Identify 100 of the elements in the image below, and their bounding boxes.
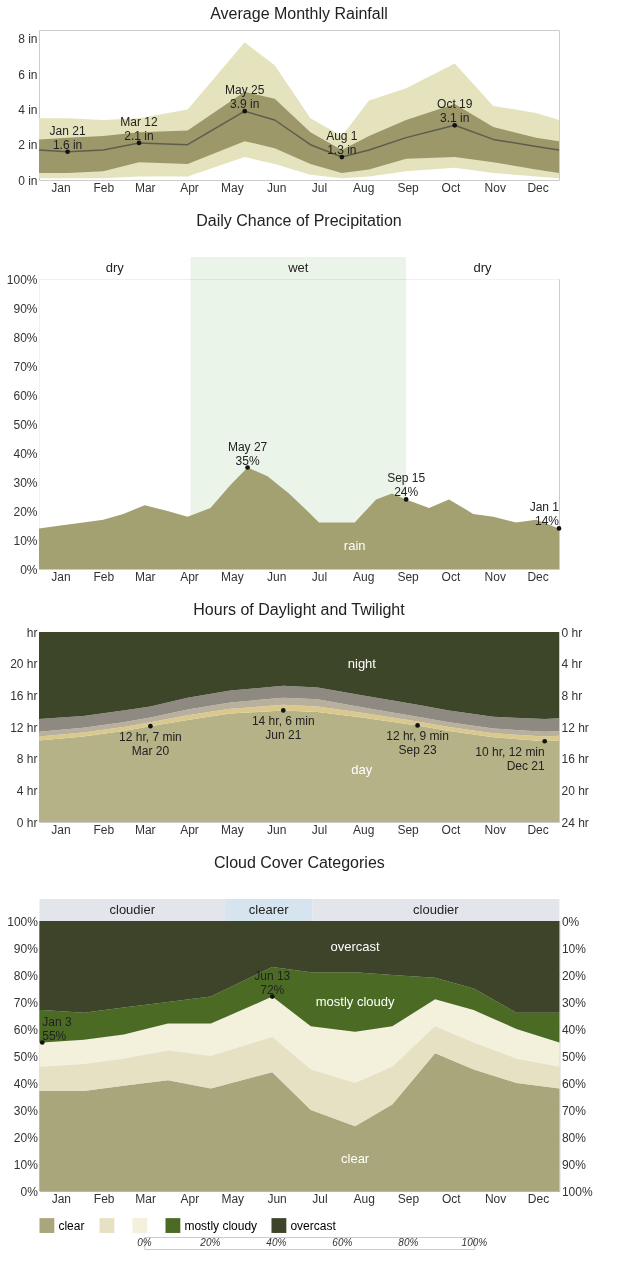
annotation: May 25 3.9 in [225,83,265,112]
band-label: dry [473,260,493,275]
legend-label: mostly cloudy [184,1218,258,1233]
x-tick-label: Nov [484,569,506,584]
x-tick-label: Aug [353,822,375,837]
chart-title: Hours of Daylight and Twilight [193,601,406,618]
annotation: Oct 19 3.1 in [437,97,473,126]
annotation: Jan 1 14% [529,500,560,529]
x-tick-label: Jun [266,180,287,195]
y-tick-label: 80% [13,330,38,345]
annotation: Jun 13 72% [254,968,291,997]
annotation: May 27 35% [227,439,268,468]
y-tick-label: 12 hr [10,720,38,735]
x-tick-label: Mar [134,569,156,584]
x-tick-label: Apr [180,180,199,195]
text: 20% [199,1237,221,1248]
chart-title: Daily Chance of Precipitation [196,212,402,229]
text: clear [341,1150,370,1166]
x-tick-label: Feb [93,180,115,195]
y-tick-label: 70% [13,359,38,374]
x-tick-label: Apr [180,569,199,584]
x-tick-label: Jan [51,569,71,584]
x-tick-label: Nov [484,1191,507,1206]
x-tick-label: Feb [93,822,115,837]
annotation: Aug 1 1.3 in [326,129,358,158]
x-tick-label: Sep [397,1191,420,1206]
x-tick-label: Jul [311,180,328,195]
y-tick-label: 60% [13,1022,39,1037]
x-tick-label: Jan [51,822,71,837]
y-tick-label: 90% [13,941,39,956]
text: 40% [266,1237,287,1248]
y-tick-label: 40% [13,1076,39,1091]
y-tick-label: 40% [13,446,38,461]
x-tick-label: Apr [180,1191,200,1206]
y-tick-label: 8 in [18,32,38,47]
y-tick-label: 16 hr [10,688,38,703]
y-tick-label: 90% [13,301,38,316]
x-tick-label: Aug [353,180,375,195]
x-tick-label: Dec [527,822,549,837]
y2-tick-label: 70% [561,1103,587,1118]
y-tick-label: 6 in [18,67,38,82]
x-tick-label: May [221,822,244,837]
y-tick-label: 30% [13,1103,39,1118]
y2-tick-label: 0 hr [561,625,583,640]
x-tick-label: Mar [134,822,156,837]
line-series [38,110,560,158]
y2-tick-label: 4 hr [561,657,583,672]
y-tick-label: 100% [7,914,39,929]
y2-tick-label: 8 hr [561,688,583,703]
series-label: rain [343,537,366,553]
x-tick-label: Aug [353,1191,375,1206]
y2-tick-label: 10% [561,941,587,956]
band-label: clearer [248,902,290,917]
x-tick-label: Oct [441,569,461,584]
y2-tick-label: 20% [561,968,587,983]
y2-tick-label: 80% [561,1130,587,1145]
x-tick-label: Nov [484,822,506,837]
x-tick-label: Jun [266,569,287,584]
text: 60% [332,1237,353,1248]
x-tick-label: Feb [93,569,115,584]
y2-tick-label: 0% [561,914,580,929]
y2-tick-label: 90% [561,1157,587,1172]
y2-tick-label: 100% [561,1184,593,1199]
y-tick-label: 30% [13,475,38,490]
annotation: Mar 12 2.1 in [120,114,158,143]
chart-title: Cloud Cover Categories [214,854,385,871]
y-tick-label: 100% [6,272,38,287]
x-tick-label: Oct [441,822,461,837]
y2-tick-label: 12 hr [561,720,589,735]
y-tick-label: 0% [20,562,38,577]
x-tick-label: Jan [51,180,71,195]
y-tick-label: 20% [13,1130,39,1145]
y2-tick-label: 60% [561,1076,587,1091]
text: 100% [461,1237,488,1248]
y2-tick-label: 24 hr [561,815,589,830]
series-label: night [347,655,377,671]
annotation: Jan 3 55% [42,1014,72,1043]
x-tick-label: Jul [311,822,328,837]
y-tick-label: 4 in [18,102,38,117]
annotation: Sep 15 24% [387,471,426,500]
y2-tick-label: 20 hr [561,783,589,798]
text: overcast [330,938,380,954]
x-tick-label: Oct [442,1191,462,1206]
x-tick-label: Jul [311,569,328,584]
y-tick-label: 50% [13,417,38,432]
y-tick-label: 20 hr [10,657,38,672]
x-tick-label: Jun [267,1191,287,1206]
y-tick-label: 2 in [18,138,38,153]
x-tick-label: Oct [441,180,461,195]
y-tick-label: 0 in [18,173,38,188]
y-tick-label: 0% [20,1184,39,1199]
y-tick-label: 0 hr [16,815,38,830]
annotation: Jan 21 1.6 in [49,123,86,152]
y-tick-label: 50% [13,1049,39,1064]
y2-tick-label: 40% [561,1022,587,1037]
x-tick-label: Sep [397,569,420,584]
x-tick-label: Sep [397,822,420,837]
x-tick-label: May [221,180,244,195]
y-tick-label: 20% [13,504,38,519]
x-tick-label: Mar [134,180,156,195]
